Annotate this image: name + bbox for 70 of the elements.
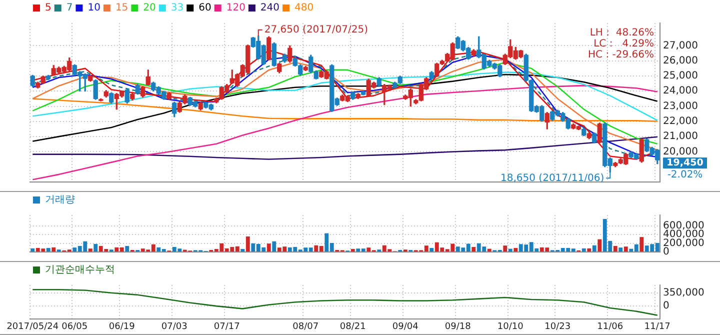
bar: [503, 246, 508, 252]
y-tick-label: 200,000: [663, 238, 704, 249]
legend-label: 거래량: [45, 194, 75, 206]
bar: [88, 248, 92, 252]
y-tick-label: 600,000: [663, 220, 704, 232]
bar: [266, 244, 271, 252]
legend-label: 60: [198, 2, 212, 14]
annotation: 27,650 (2017/07/25): [264, 24, 368, 36]
bar: [487, 248, 492, 252]
x-tick-label: 07/03: [161, 322, 188, 332]
x-tick-label: 2017/05/24: [6, 322, 59, 332]
bar: [640, 237, 644, 252]
bar: [272, 241, 276, 252]
bar: [30, 248, 35, 252]
legend-label: 7: [66, 2, 73, 14]
x-tick-label: 07/17: [214, 322, 240, 332]
bar: [587, 248, 592, 252]
bar: [472, 246, 476, 252]
bar: [350, 248, 355, 252]
annotation: LC : 4.29%: [594, 38, 654, 50]
bar: [613, 246, 618, 252]
y-tick-label: 24,000: [663, 86, 698, 97]
annotation: 18,650 (2017/11/06): [500, 172, 604, 184]
annotation: LH : 48.26%: [590, 28, 654, 39]
x-tick-label: 08/21: [340, 322, 366, 332]
bar: [46, 248, 50, 252]
x-tick-label: 08/07: [292, 322, 319, 332]
x-tick-label: 10/10: [497, 322, 524, 332]
x-tick-label: 09/04: [392, 322, 419, 332]
legend-label: 240: [260, 2, 280, 14]
legend-label: 480: [294, 2, 314, 14]
bar: [514, 248, 518, 252]
y-tick-label: 22,000: [663, 116, 698, 128]
text: -2.02%: [667, 170, 703, 181]
legend-label: 5: [45, 2, 52, 14]
y-tick-label: 21,000: [663, 131, 698, 142]
legend-label: 기관순매수누적: [45, 264, 115, 276]
legend-label: 15: [115, 2, 128, 14]
y-tick-label: 23,000: [663, 100, 698, 112]
legend-label: 10: [88, 2, 100, 14]
bar: [618, 248, 623, 252]
bar: [125, 246, 130, 252]
annotation: HC : -29.66%: [588, 50, 654, 61]
bar: [508, 248, 512, 252]
bar: [624, 246, 628, 252]
bar: [246, 236, 250, 252]
bar: [582, 248, 586, 252]
bar: [52, 247, 56, 252]
y-tick-label: 0: [663, 300, 670, 312]
bar: [598, 239, 602, 252]
x-tick-label: 10/23: [544, 322, 571, 332]
bar: [430, 248, 434, 252]
text: 19,450: [666, 158, 704, 169]
y-tick-label: 26,000: [663, 55, 698, 66]
x-tick-label: 11/06: [597, 322, 624, 332]
legend-label: 120: [226, 2, 246, 14]
y-tick-label: 25,000: [663, 70, 698, 82]
legend-label: 20: [143, 2, 156, 14]
x-tick-label: 11/17: [644, 322, 670, 332]
legend-label: 33: [170, 2, 184, 14]
x-tick-label: 06/19: [108, 322, 136, 332]
y-tick-label: 350,000: [663, 287, 704, 298]
x-tick-label: 06/05: [62, 322, 88, 332]
y-tick-label: 27,000: [663, 40, 698, 52]
y-tick-label: 20,000: [663, 146, 698, 158]
bar: [592, 245, 596, 252]
y-tick-label: 0: [663, 246, 670, 258]
bar: [94, 244, 98, 252]
x-tick-label: 09/18: [444, 322, 472, 332]
bar: [240, 248, 245, 252]
